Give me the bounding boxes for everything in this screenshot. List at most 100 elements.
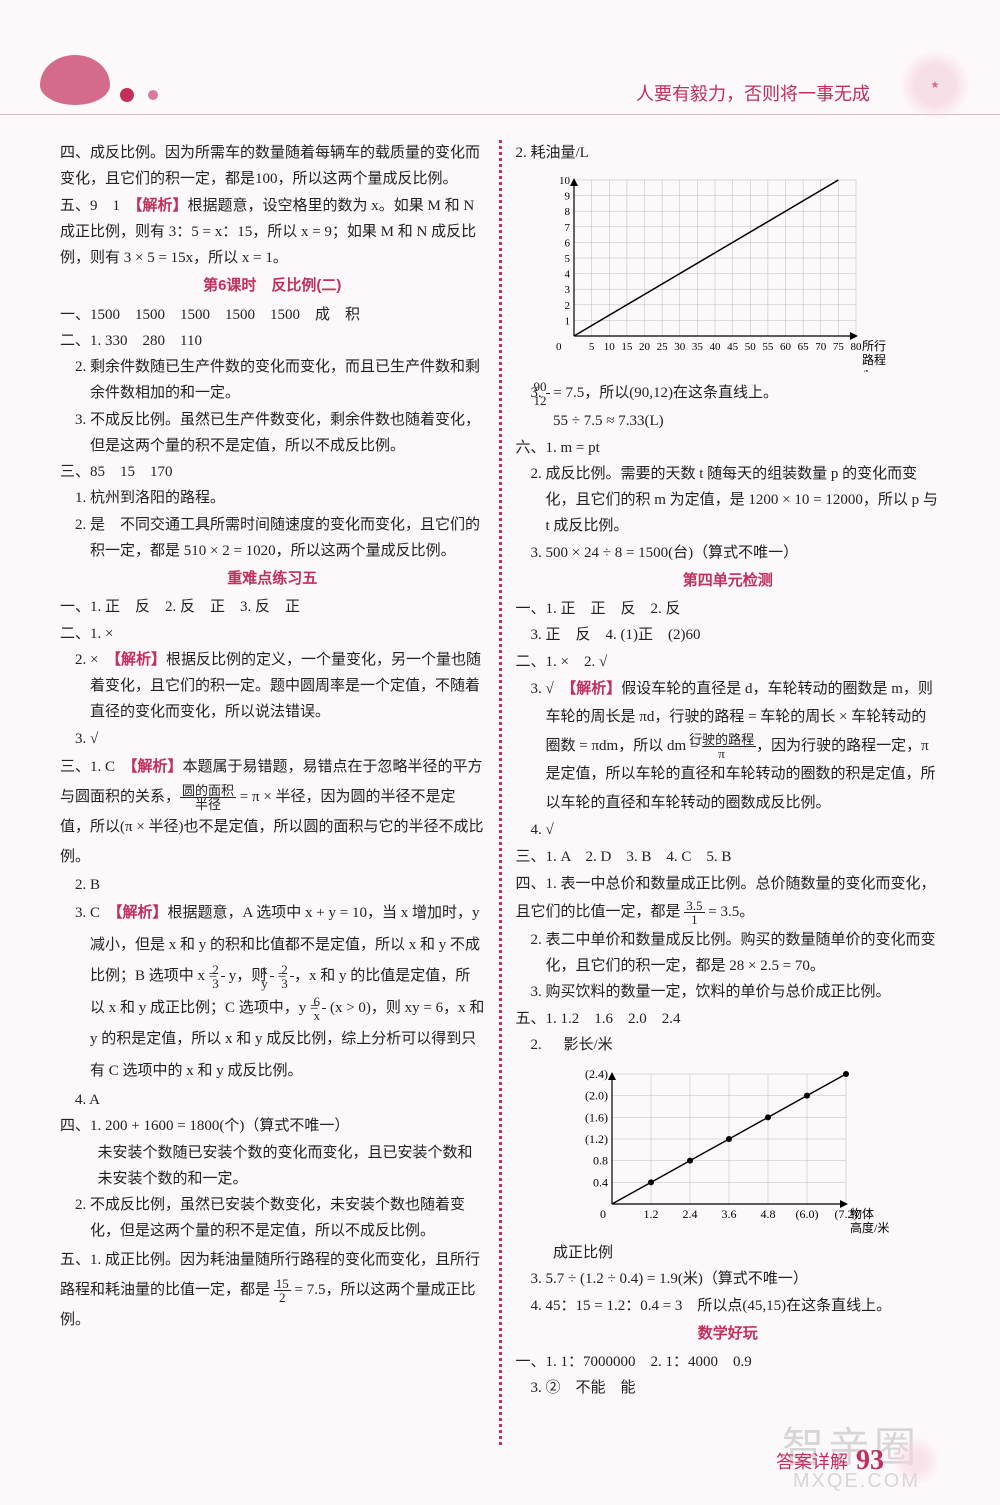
svg-text:7: 7 <box>564 222 570 234</box>
heading-unit4: 第四单元检测 <box>516 568 941 594</box>
h5-2-2: 2. × 【解析】根据反比例的定义，一个量变化，另一个量也随着变化，且它们的积一… <box>60 647 485 726</box>
motto-text: 人要有毅力，否则将一事无成 <box>636 80 870 106</box>
stamp-icon: ★ <box>900 50 970 120</box>
l6-3-head: 三、85 15 170 <box>60 459 485 485</box>
svg-text:路程: 路程 <box>862 352 886 367</box>
left-column: 四、成反比例。因为所需车的数量随着每辆车的载质量的变化而变化，且它们的积一定，都… <box>60 140 499 1445</box>
svg-text:8: 8 <box>564 206 570 218</box>
svg-text:1.2: 1.2 <box>643 1207 658 1221</box>
l6-3-2: 2. 是 不同交通工具所需时间随速度的变化而变化，且它们的积一定，都是 510 … <box>60 512 485 565</box>
svg-text:6: 6 <box>564 238 570 250</box>
svg-text:35: 35 <box>691 341 703 353</box>
r6-2: 2. 成反比例。需要的天数 t 随每天的组装数量 p 的变化而变化，且它们的积 … <box>516 461 941 540</box>
r-3: 3. 9012 = 7.5，所以(90,12)在这条直线上。 <box>516 378 941 408</box>
chart-1: 1234567891051015202530354045505560657075… <box>546 172 941 372</box>
u4-4-3: 3. 购买饮料的数量一定，饮料的单价与总价成正比例。 <box>516 979 941 1005</box>
page-footer: 答案详解 93 <box>776 1437 940 1485</box>
svg-text:55: 55 <box>762 341 774 353</box>
analysis-label: 【解析】 <box>569 681 622 697</box>
l6-2-3: 3. 不成反比例。虽然已生产件数变化，剩余件数也随着变化，但是这两个量的积不是定… <box>60 407 485 460</box>
svg-text:5: 5 <box>564 253 570 265</box>
h5-5-1: 五、1. 成正比例。因为耗油量随所行路程的变化而变化，且所行路程和耗油量的比值一… <box>60 1245 485 1335</box>
svg-text:30: 30 <box>674 341 686 353</box>
svg-text:高度/米: 高度/米 <box>850 1220 889 1234</box>
svg-text:45: 45 <box>727 341 739 353</box>
h5-4-1b: 未安装个数随已安装个数的变化而变化，且已安装个数和未安装个数的和一定。 <box>60 1140 485 1193</box>
heading-lesson6: 第6课时 反比例(二) <box>60 273 485 299</box>
svg-text:50: 50 <box>744 341 756 353</box>
analysis-label: 【解析】 <box>113 652 166 668</box>
svg-text:10: 10 <box>603 341 615 353</box>
h5-1: 一、1. 正 反 2. 反 正 3. 反 正 <box>60 594 485 620</box>
chart2-svg: 0.40.8(1.2)(1.6)(2.0)(2.4)1.22.43.64.8(6… <box>566 1064 906 1234</box>
chart1-ylabel: 2. 耗油量/L <box>516 140 941 166</box>
h5-3-1: 三、1. C 【解析】本题属于易错题，易错点在于忽略半径的平方与圆面积的关系，圆… <box>60 752 485 872</box>
h5-3-3-num: 3. C <box>75 905 115 921</box>
content-area: 四、成反比例。因为所需车的数量随着每辆车的载质量的变化而变化，且它们的积一定，都… <box>60 140 940 1445</box>
h5-3-2: 2. B <box>60 872 485 898</box>
page-number: 93 <box>856 1445 884 1477</box>
l6-1: 一、1500 1500 1500 1500 1500 成 积 <box>60 302 485 328</box>
svg-text:3.6: 3.6 <box>721 1207 736 1221</box>
analysis-label: 【解析】 <box>115 905 168 921</box>
h5-4-2: 2. 不成反比例，虽然已安装个数变化，未安装个数也随着变化，但是这两个量的积不是… <box>60 1192 485 1245</box>
svg-text:3: 3 <box>564 284 570 296</box>
page-header: 人要有毅力，否则将一事无成 ★ <box>0 0 1000 115</box>
l6-2-1: 二、1. 330 280 110 <box>60 328 485 354</box>
item-4: 四、成反比例。因为所需车的数量随着每辆车的载质量的变化而变化，且它们的积一定，都… <box>60 140 485 193</box>
item-5: 五、9 1 【解析】根据题意，设空格里的数为 x。如果 M 和 N 成正比例，则… <box>60 193 485 272</box>
dolphin-icon <box>40 55 110 105</box>
fraction: 圆的面积半径 <box>180 784 236 811</box>
u4-4-1: 四、1. 表一中总价和数量成正比例。总价随数量的变化而变化，且它们的比值一定，都… <box>516 870 941 927</box>
heading-hard5: 重难点练习五 <box>60 566 485 592</box>
u4-5-1: 五、1. 1.2 1.6 2.0 2.4 <box>516 1006 941 1032</box>
svg-text:0: 0 <box>556 341 562 353</box>
analysis-label: 【解析】 <box>135 198 188 214</box>
heading-fun: 数学好玩 <box>516 1321 941 1347</box>
svg-text:80: 80 <box>850 341 862 353</box>
svg-text:0: 0 <box>600 1207 606 1221</box>
analysis-label: 【解析】 <box>130 759 183 775</box>
r6-3: 3. 500 × 24 ÷ 8 = 1500(台)（算式不唯一） <box>516 540 941 566</box>
l6-3-1: 1. 杭州到洛阳的路程。 <box>60 485 485 511</box>
svg-text:70: 70 <box>815 341 827 353</box>
svg-text:(1.6): (1.6) <box>585 1110 608 1124</box>
h5-3-1-num: 三、1. C <box>60 759 130 775</box>
svg-text:9: 9 <box>564 191 570 203</box>
svg-text:(2.4): (2.4) <box>585 1067 608 1081</box>
decoration-dots <box>120 88 158 102</box>
svg-text:4.8: 4.8 <box>760 1207 775 1221</box>
fun-1: 一、1. 1：7000000 2. 1：4000 0.9 <box>516 1349 941 1375</box>
chart-2: 0.40.8(1.2)(1.6)(2.0)(2.4)1.22.43.64.8(6… <box>566 1064 941 1234</box>
svg-text:65: 65 <box>797 341 809 353</box>
u4-5-2b: 成正比例 <box>516 1240 941 1266</box>
fraction: 行驶的路程π <box>702 733 756 760</box>
chart1-svg: 1234567891051015202530354045505560657075… <box>546 172 906 372</box>
svg-text:20: 20 <box>639 341 651 353</box>
svg-text:所行: 所行 <box>862 339 886 353</box>
h5-4-1: 四、1. 200 + 1600 = 1800(个)（算式不唯一） <box>60 1113 485 1139</box>
fraction: 152 <box>274 1277 291 1304</box>
svg-text:1: 1 <box>564 316 570 328</box>
svg-text:5: 5 <box>588 341 594 353</box>
u4-2-4: 4. √ <box>516 817 941 843</box>
fraction: 3.51 <box>684 899 704 926</box>
svg-text:(1.2): (1.2) <box>585 1132 608 1146</box>
svg-text:(6.0): (6.0) <box>795 1207 818 1221</box>
svg-text:4: 4 <box>564 269 570 281</box>
h5-3-3: 3. C 【解析】根据题意，A 选项中 x + y = 10，当 x 增加时，y… <box>60 898 485 1087</box>
fun-2: 3. ② 不能 能 <box>516 1375 941 1401</box>
h5-2-1: 二、1. × <box>60 621 485 647</box>
svg-text:10: 10 <box>559 175 571 187</box>
footer-flower-icon <box>892 1437 940 1485</box>
u4-1b: 3. 正 反 4. (1)正 (2)60 <box>516 622 941 648</box>
h5-2-3: 3. √ <box>60 726 485 752</box>
svg-text:(2.0): (2.0) <box>585 1089 608 1103</box>
h5-2-2-num: 2. × <box>75 652 113 668</box>
svg-text:60: 60 <box>780 341 792 353</box>
stamp-text: ★ <box>900 50 970 91</box>
r-3c: 55 ÷ 7.5 ≈ 7.33(L) <box>516 408 941 434</box>
right-column: 2. 耗油量/L 1234567891051015202530354045505… <box>502 140 941 1445</box>
t: = 3.5。 <box>705 904 755 920</box>
svg-text:0.8: 0.8 <box>593 1154 608 1168</box>
